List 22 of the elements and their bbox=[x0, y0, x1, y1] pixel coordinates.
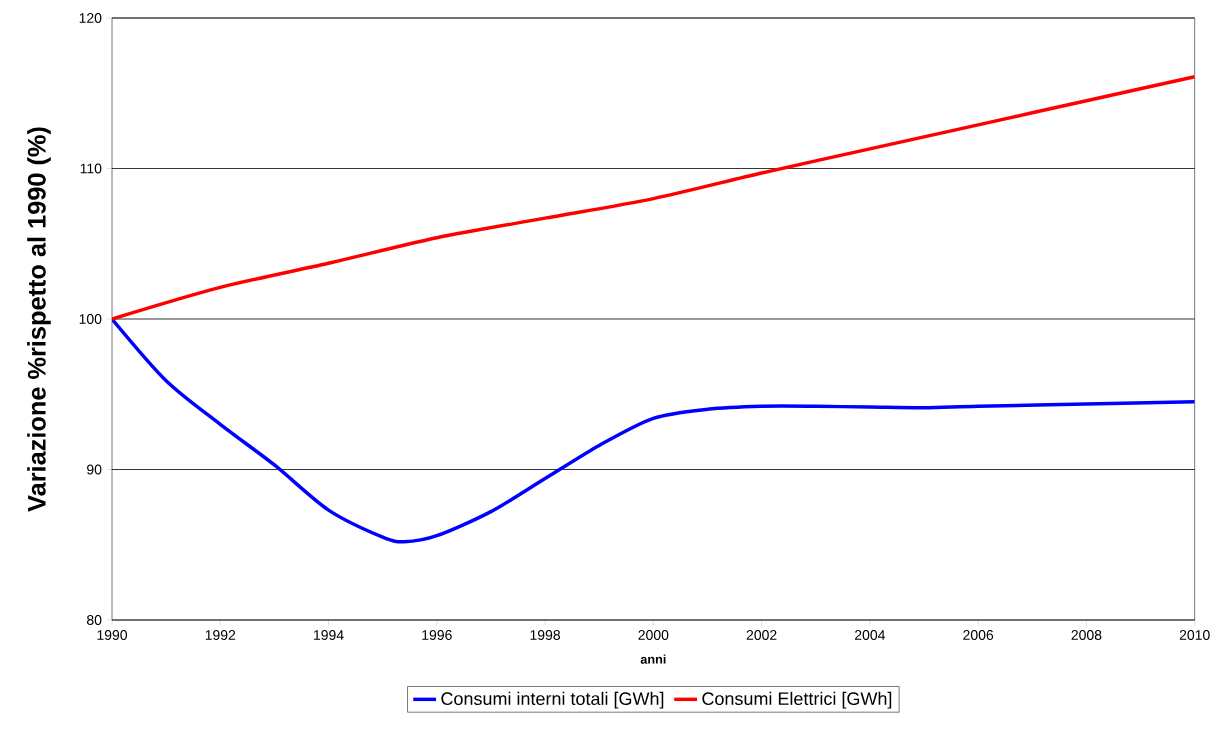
x-tick-label: 2002 bbox=[746, 630, 777, 640]
x-tick-label: 2006 bbox=[963, 630, 994, 640]
legend-label: Consumi interni totali [GWh] bbox=[441, 691, 664, 709]
y-axis-title: Variazione %rispetto al 1990 (%) bbox=[27, 127, 51, 512]
x-tick-label: 1998 bbox=[530, 630, 561, 640]
line-series bbox=[112, 74, 1195, 321]
x-tick-label: 1994 bbox=[314, 630, 344, 640]
x-tick-label: 2008 bbox=[1071, 630, 1102, 640]
legend-label: Consumi Elettrici [GWh] bbox=[702, 691, 892, 709]
line-series bbox=[112, 317, 1195, 544]
x-tick-label: 1992 bbox=[205, 630, 236, 640]
y-tick-label: 90 bbox=[87, 464, 102, 475]
x-axis-title: anni bbox=[640, 654, 666, 664]
x-tick-label: 2010 bbox=[1179, 630, 1210, 640]
x-tick-label: 1990 bbox=[97, 630, 128, 640]
x-tick-label: 1996 bbox=[422, 630, 452, 640]
y-tick-label: 100 bbox=[79, 314, 102, 324]
y-tick-label: 120 bbox=[79, 13, 102, 23]
y-tick-label: 110 bbox=[80, 163, 102, 174]
x-tick-label: 2004 bbox=[855, 630, 886, 640]
x-tick-label: 2000 bbox=[638, 630, 669, 640]
y-tick-label: 80 bbox=[87, 615, 102, 625]
